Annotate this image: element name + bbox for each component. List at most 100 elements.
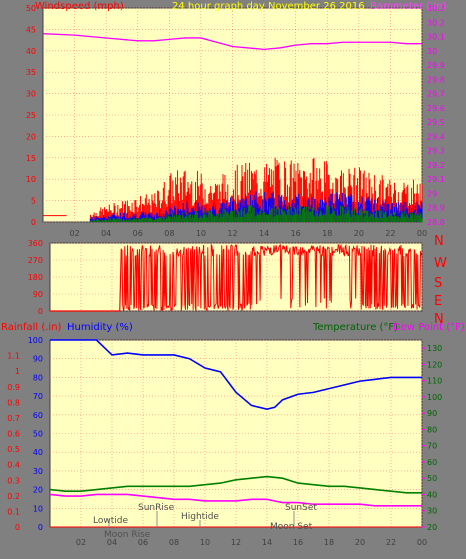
event-moonrise: Moon Rise xyxy=(104,530,151,540)
temperature-tick-label: 80 xyxy=(427,425,437,434)
x-tick-label: 22 xyxy=(385,229,395,238)
rainfall-tick-label: 0.8 xyxy=(7,398,20,407)
y-left-tick-label: 15 xyxy=(26,154,36,163)
temperature-tick-label: 110 xyxy=(427,377,442,386)
y-right-tick-label: 29 xyxy=(427,189,437,198)
humidity-tick-label: 20 xyxy=(33,486,43,495)
temperature-tick-label: 70 xyxy=(427,442,437,451)
dir-tick-label: 270 xyxy=(28,256,43,265)
humidity-tick-label: 70 xyxy=(33,392,43,401)
temperature-line xyxy=(49,475,422,494)
dir-tick-label: 360 xyxy=(28,239,43,248)
x-tick-label: 04 xyxy=(101,229,111,238)
windspeed-header: Windspeed (mph) xyxy=(35,1,124,12)
x-tick-label: 20 xyxy=(355,538,365,547)
compass-label: S xyxy=(434,276,442,291)
y-right-tick-label: 29.8 xyxy=(427,75,445,84)
y-left-tick-label: 45 xyxy=(26,25,36,34)
x-tick-label: 12 xyxy=(227,229,237,238)
y-right-tick-label: 29.5 xyxy=(427,118,445,127)
y-left-tick-label: 5 xyxy=(31,197,36,206)
rainfall-tick-label: 0.5 xyxy=(7,445,20,454)
dir-tick-label: 90 xyxy=(33,290,43,299)
event-markers: Lowtide Moon Rise SunRise Hightide SunSe… xyxy=(93,503,317,540)
rainfall-tick-label: 0.4 xyxy=(7,461,20,470)
event-hightide: Hightide xyxy=(181,512,219,522)
x-tick-label: 00 xyxy=(417,229,427,238)
humidity-line xyxy=(50,339,422,411)
temperature-header: Temperature (°F) xyxy=(312,322,398,333)
x-tick-label: 08 xyxy=(164,229,174,238)
humidity-tick-label: 60 xyxy=(33,411,43,420)
y-right-tick-label: 28.8 xyxy=(427,218,445,227)
humidity-tick-label: 0 xyxy=(38,523,43,532)
y-left-tick-label: 10 xyxy=(26,175,36,184)
x-tick-label: 10 xyxy=(200,538,210,547)
dew-point-line xyxy=(49,493,422,507)
climate-series xyxy=(49,339,422,528)
temperature-tick-label: 40 xyxy=(427,490,437,499)
x-tick-label: 18 xyxy=(322,229,332,238)
y-right-tick-label: 30.2 xyxy=(427,18,445,27)
x-tick-label: 02 xyxy=(69,229,79,238)
rainfall-tick-label: 0.9 xyxy=(7,383,20,392)
x-tick-label: 22 xyxy=(386,538,396,547)
y-right-tick-label: 29.3 xyxy=(427,147,445,156)
x-tick-label: 02 xyxy=(76,538,86,547)
y-right-tick-label: 29.7 xyxy=(427,90,445,99)
x-tick-label: 14 xyxy=(262,538,272,547)
y-right-tick-label: 29.4 xyxy=(427,132,445,141)
y-left-tick-label: 25 xyxy=(26,111,36,120)
compass-label: N xyxy=(434,234,444,249)
x-tick-label: 16 xyxy=(291,229,301,238)
rainfall-tick-label: 0 xyxy=(15,523,20,532)
y-right-tick-label: 29.2 xyxy=(427,161,445,170)
temperature-tick-label: 50 xyxy=(427,474,437,483)
wind-baro-series xyxy=(42,33,423,222)
direction-line-jump xyxy=(119,248,122,312)
event-moonset: Moon Set xyxy=(270,522,313,532)
humidity-tick-label: 50 xyxy=(33,430,43,439)
x-tick-label: 06 xyxy=(133,229,143,238)
graph-title: 24 hour graph day November 26 2016 xyxy=(172,1,365,12)
event-sunrise: SunRise xyxy=(138,503,175,513)
x-tick-label: 10 xyxy=(196,229,206,238)
y-right-tick-label: 29.6 xyxy=(427,104,445,113)
x-tick-label: 06 xyxy=(138,538,148,547)
direction-line xyxy=(121,243,423,313)
humidity-tick-label: 100 xyxy=(28,336,43,345)
humidity-tick-label: 30 xyxy=(33,467,43,476)
y-right-tick-label: 29.1 xyxy=(427,175,445,184)
climate-axes: 02 04 06 08 10 12 14 16 18 20 22 000102030405060708… xyxy=(7,336,442,547)
y-left-tick-label: 40 xyxy=(26,47,36,56)
compass-label: N xyxy=(434,312,444,327)
rainfall-tick-label: 0.2 xyxy=(7,492,20,501)
humidity-tick-label: 40 xyxy=(33,448,43,457)
y-left-tick-label: 30 xyxy=(26,90,36,99)
y-right-tick-label: 30 xyxy=(427,47,437,56)
x-tick-label: 00 xyxy=(417,538,427,547)
y-left-tick-label: 50 xyxy=(26,4,36,13)
humidity-header: Humidity (%) xyxy=(67,322,133,333)
x-tick-label: 08 xyxy=(169,538,179,547)
temperature-tick-label: 90 xyxy=(427,409,437,418)
compass-label: W xyxy=(434,256,447,271)
compass-label: E xyxy=(434,294,442,309)
temperature-tick-label: 120 xyxy=(427,360,442,369)
rainfall-header: Rainfall (.in) xyxy=(1,322,62,333)
rainfall-tick-label: 1 xyxy=(15,367,20,376)
rainfall-tick-label: 1.1 xyxy=(7,352,20,361)
humidity-tick-label: 90 xyxy=(33,355,43,364)
temperature-tick-label: 30 xyxy=(427,507,437,516)
rainfall-tick-label: 0.6 xyxy=(7,430,20,439)
temperature-tick-label: 20 xyxy=(427,523,437,532)
rainfall-tick-label: 0.7 xyxy=(7,414,20,423)
y-right-tick-label: 30.3 xyxy=(427,4,445,13)
x-tick-label: 18 xyxy=(324,538,334,547)
y-left-tick-label: 0 xyxy=(31,218,36,227)
direction-grid xyxy=(50,242,423,312)
rainfall-tick-label: 0.1 xyxy=(7,507,20,516)
